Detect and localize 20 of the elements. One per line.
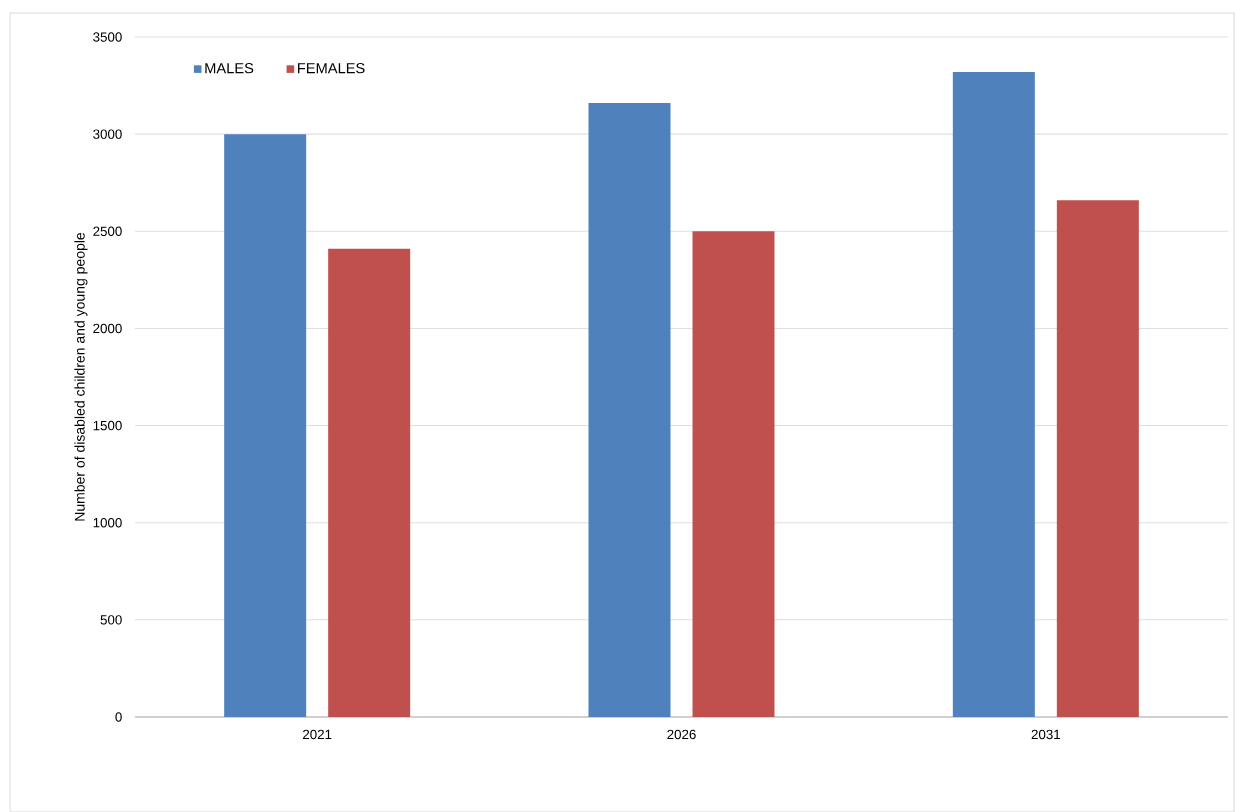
y-tick-label: 2000 — [93, 323, 122, 334]
x-tick-label: 2031 — [1031, 729, 1061, 740]
bar — [1056, 200, 1139, 717]
bar — [692, 231, 775, 717]
y-tick-label: 500 — [100, 615, 122, 625]
y-tick-label: 3500 — [93, 32, 122, 42]
legend-label: MALES — [205, 63, 254, 74]
x-tick-label: 2026 — [667, 729, 696, 740]
y-tick-label: 2500 — [93, 226, 122, 236]
y-axis-title: Number of disabled children and young people — [74, 232, 88, 521]
bar — [588, 103, 671, 717]
bar — [224, 134, 307, 717]
x-tick-label: 2021 — [303, 729, 332, 740]
legend-label: FEMALES — [298, 63, 365, 74]
bar — [328, 248, 411, 717]
y-tick-label: 0 — [115, 712, 122, 722]
y-tick-label: 3000 — [93, 129, 122, 139]
bar — [952, 71, 1035, 717]
y-tick-label: 1500 — [93, 420, 122, 431]
y-tick-label: 1000 — [93, 517, 122, 528]
